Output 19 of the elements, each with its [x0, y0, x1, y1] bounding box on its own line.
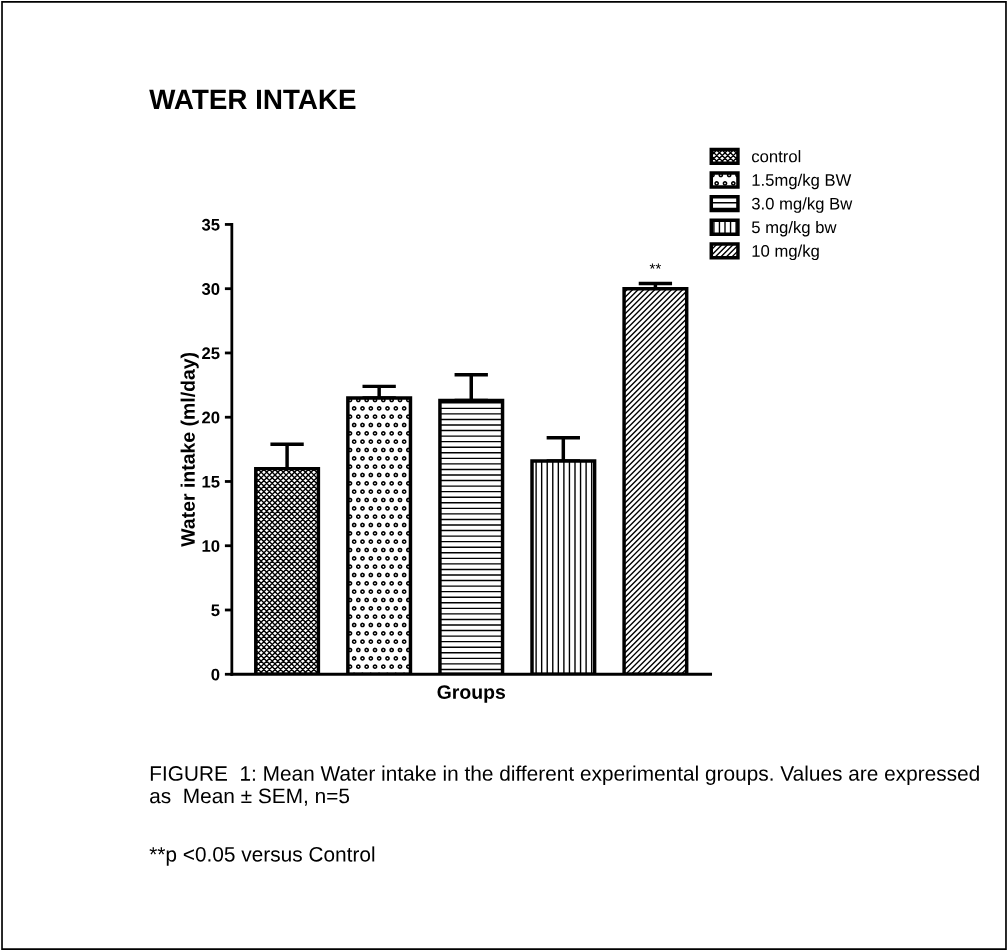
y-tick-label: 35 — [201, 218, 220, 231]
y-tick-label: 25 — [202, 347, 220, 360]
legend-label: 1.5mg/kg BW — [752, 173, 852, 190]
legend-label: 5 mg/kg bw — [751, 220, 837, 237]
y-tick-label: 30 — [201, 283, 220, 295]
text: **p <0.05 versus Control — [149, 846, 375, 866]
y-tick-label: 20 — [202, 411, 220, 424]
caption: FIGURE 1: Mean Water intake in the different experimental groups. Values are expressed as Mean ± SEM, n=5 — [150, 765, 979, 806]
y-tick-label: 15 — [202, 476, 220, 488]
x-axis-title: Groups — [437, 685, 506, 703]
legend-label: 3.0 mg/kg Bw — [751, 197, 853, 213]
y-tick-label: 5 — [211, 604, 220, 617]
chart-title: WATER INTAKE — [149, 89, 356, 109]
y-tick-label: 10 — [202, 540, 220, 552]
y-axis-title: Water intake (ml/day) — [180, 352, 199, 547]
annotation: ** — [649, 263, 662, 269]
y-tick-label: 0 — [211, 668, 220, 681]
legend-label: control — [751, 150, 801, 163]
legend-label: 10 mg/kg — [752, 244, 819, 261]
